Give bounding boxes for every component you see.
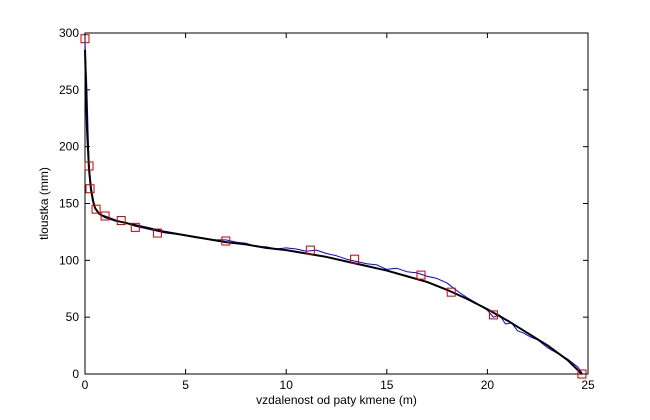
y-tick-label: 200 [59, 140, 79, 154]
y-tick-label: 0 [72, 367, 79, 381]
x-tick-label: 10 [280, 378, 294, 392]
plot-area [84, 32, 589, 375]
y-tick-label: 150 [59, 197, 79, 211]
data-point-marker [85, 184, 95, 194]
x-tick-label: 20 [481, 378, 495, 392]
fitted-curve-line [84, 50, 583, 375]
data-point-marker [84, 161, 94, 171]
y-axis-label: tloustka (mm) [37, 167, 51, 240]
data-point-marker [100, 211, 110, 221]
data-point-marker [350, 254, 360, 264]
x-axis-label: vzdalenost od paty kmene (m) [256, 393, 417, 407]
data-point-marker [416, 270, 426, 280]
data-point-marker [91, 204, 101, 214]
x-tick-label: 15 [380, 378, 394, 392]
x-tick-label: 0 [82, 378, 89, 392]
data-point-marker [130, 222, 140, 232]
x-tick-label: 5 [182, 378, 189, 392]
data-point-marker [446, 287, 456, 297]
x-tick-label: 25 [581, 378, 595, 392]
y-tick-label: 250 [59, 83, 79, 97]
data-point-marker [221, 236, 231, 246]
y-tick-label: 50 [66, 310, 80, 324]
y-tick-label: 300 [59, 26, 79, 40]
data-point-marker [152, 228, 162, 238]
data-point-marker [305, 245, 315, 255]
y-tick-label: 100 [59, 253, 79, 267]
series-layer [80, 34, 587, 379]
data-point-marker [116, 216, 126, 226]
data-point-marker [488, 310, 498, 320]
plot-frame [84, 32, 589, 375]
